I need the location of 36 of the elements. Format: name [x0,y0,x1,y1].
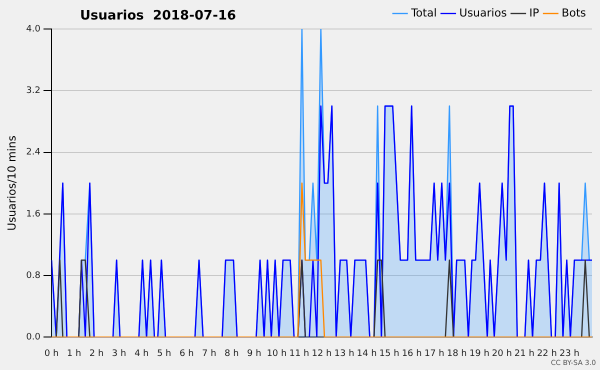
x-tick-label: 15 h [379,348,400,359]
x-tick-label: 12 h [312,348,332,359]
x-tick-label: 4 h [134,348,149,359]
x-tick-label: 2 h [89,348,104,359]
x-tick-label: 13 h [334,348,354,359]
y-axis-title: Usuarios/10 mins [5,135,18,231]
x-tick-label: 8 h [224,348,239,359]
x-tick-label: 18 h [446,348,467,359]
x-tick-label: 7 h [202,348,216,359]
x-tick-label: 21 h [514,348,534,359]
legend-label: Usuarios [459,6,508,20]
x-tick-label: 1 h [66,348,82,359]
x-tick-label: 23 h [559,348,580,359]
legend-label: Total [410,6,437,20]
legend-label: IP [529,6,540,20]
y-tick-label: 4.0 [26,24,41,34]
x-tick-label: 17 h [424,348,444,359]
x-tick-label: 3 h [112,348,126,359]
x-tick-label: 14 h [356,348,377,359]
x-tick-label: 0 h [44,348,59,359]
legend-label: Bots [562,6,586,20]
y-tick-label: 2.4 [26,148,41,158]
chart-title: Usuarios 2018-07-16 [80,8,236,24]
x-tick-label: 20 h [492,348,512,359]
y-tick-label: 0.8 [26,270,41,281]
x-tick-label: 19 h [469,348,490,359]
x-tick-label: 22 h [536,348,557,359]
y-tick-label: 3.2 [26,86,41,96]
x-tick-label: 9 h [247,348,262,359]
y-tick-label: 0.0 [26,332,41,343]
x-tick-label: 5 h [156,348,172,359]
y-tick-label: 1.6 [26,209,41,220]
x-tick-label: 11 h [289,348,310,359]
x-tick-label: 6 h [179,348,194,359]
x-tick-label: 16 h [402,348,422,359]
x-tick-label: 10 h [266,348,287,359]
